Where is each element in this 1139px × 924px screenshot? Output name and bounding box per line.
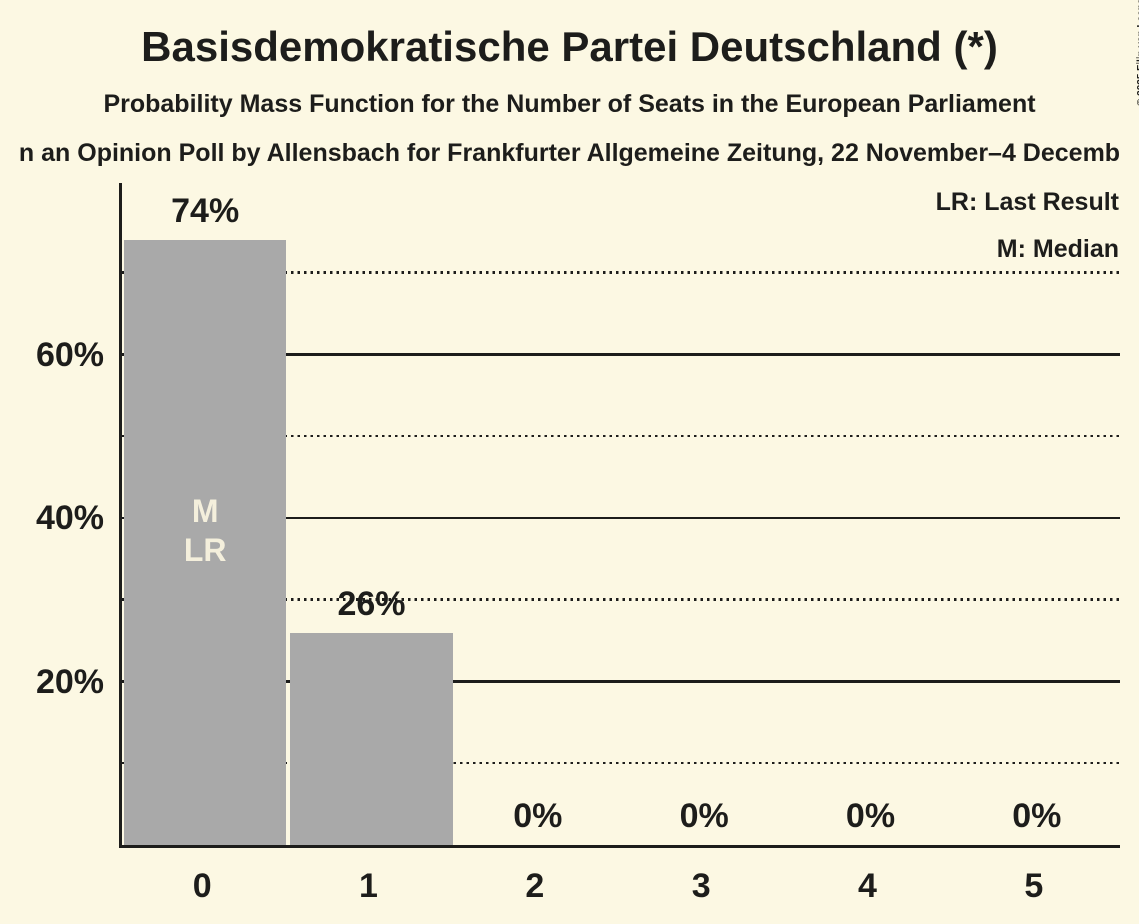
- y-tick-label-20pct: 20%: [35, 662, 104, 701]
- gridline-dotted-10pct: [122, 761, 1120, 765]
- gridline-solid-40pct: [122, 516, 1120, 520]
- bar-value-label-seat-3: 0%: [679, 797, 729, 835]
- source-line: n an Opinion Poll by Allensbach for Fran…: [18, 139, 1121, 167]
- legend-item-last-result: LR: Last Result: [935, 188, 1119, 216]
- chart-subtitle: Probability Mass Function for the Number…: [103, 90, 1036, 118]
- bar-seat-0: [124, 240, 287, 845]
- gridline-dotted-50pct: [122, 434, 1120, 438]
- gridline-solid-20pct: [122, 680, 1120, 683]
- x-tick-label-1: 1: [359, 867, 378, 905]
- x-tick-label-4: 4: [858, 867, 877, 905]
- bar-value-label-seat-1: 26%: [337, 584, 406, 623]
- gridline-solid-60pct: [122, 353, 1120, 356]
- x-tick-label-5: 5: [1024, 867, 1044, 905]
- bar-value-label-seat-4: 0%: [845, 797, 896, 835]
- gridline-dotted-30pct: [122, 598, 1120, 601]
- y-tick-label-40pct: 40%: [35, 499, 104, 538]
- bar-value-label-seat-5: 0%: [1012, 797, 1062, 835]
- x-tick-label-0: 0: [192, 867, 212, 905]
- bar-value-label-seat-2: 0%: [513, 797, 563, 835]
- legend-item-median: M: Median: [996, 235, 1119, 263]
- gridline-dotted-70pct: [122, 271, 1120, 274]
- chart-title: Basisdemokratische Partei Deutschland (*…: [141, 23, 998, 70]
- y-tick-label-60pct: 60%: [35, 335, 104, 374]
- legend: LR: Last Result M: Median: [936, 179, 1119, 273]
- bar-seat-1: [290, 632, 453, 845]
- bar-annotation-line-lr: LR: [183, 532, 227, 568]
- bar-value-label-seat-0: 74%: [171, 192, 240, 231]
- bar-annotation-line-m: M: [191, 493, 219, 529]
- plot-area: 74% 26% 0% 0% 0% 0% M LR: [119, 183, 1120, 848]
- bar-annotation-seat-0: M LR: [122, 492, 288, 570]
- x-tick-label-2: 2: [525, 867, 545, 905]
- x-tick-label-3: 3: [691, 867, 711, 905]
